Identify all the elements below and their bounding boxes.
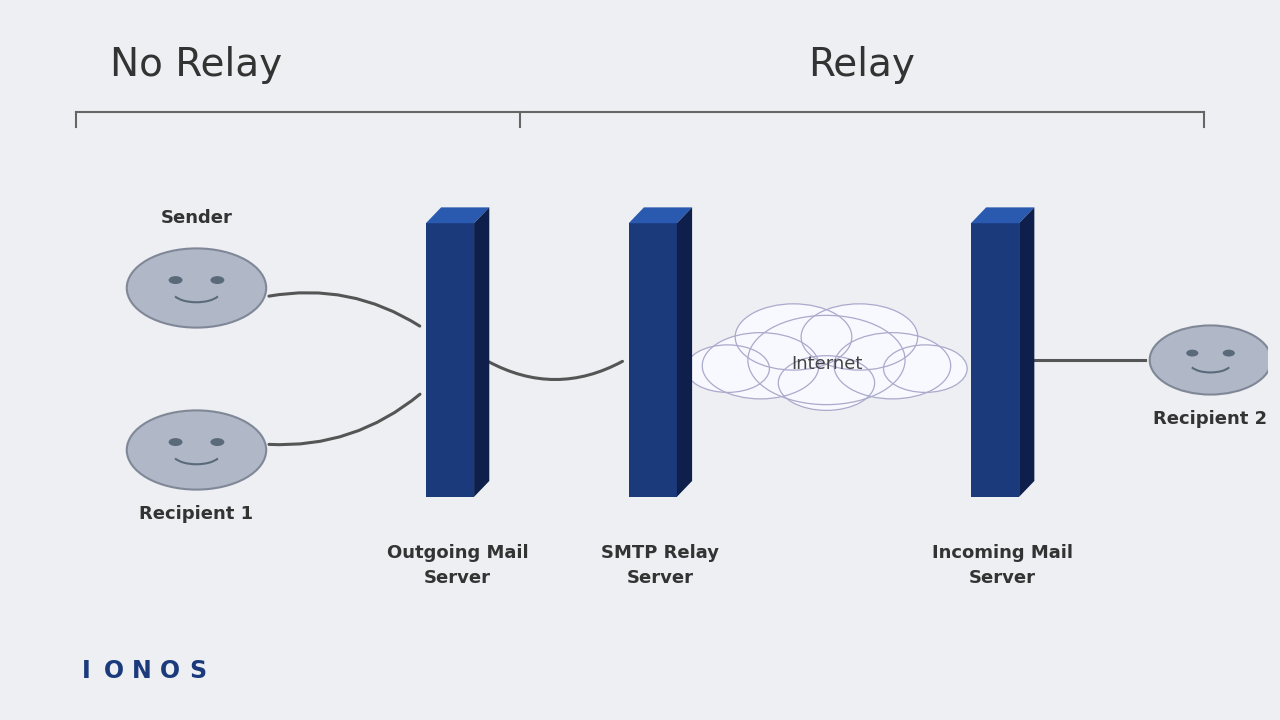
Polygon shape [1019, 207, 1034, 497]
Circle shape [883, 345, 968, 392]
Text: O: O [160, 659, 180, 683]
Polygon shape [628, 223, 677, 497]
Circle shape [1222, 350, 1235, 356]
Text: O: O [104, 659, 124, 683]
Text: Incoming Mail
Server: Incoming Mail Server [932, 544, 1073, 587]
Circle shape [748, 315, 905, 405]
Polygon shape [972, 223, 1019, 497]
Text: Recipient 2: Recipient 2 [1153, 410, 1267, 428]
Circle shape [735, 304, 851, 370]
Circle shape [801, 304, 918, 370]
Text: I: I [82, 659, 91, 683]
Text: Internet: Internet [791, 356, 863, 374]
Circle shape [1187, 350, 1198, 356]
Circle shape [127, 248, 266, 328]
Circle shape [169, 276, 183, 284]
Circle shape [1149, 325, 1271, 395]
Text: N: N [132, 659, 152, 683]
Circle shape [703, 333, 819, 399]
Circle shape [169, 438, 183, 446]
Circle shape [778, 356, 874, 410]
Text: No Relay: No Relay [110, 46, 283, 84]
Circle shape [835, 333, 951, 399]
Circle shape [686, 345, 769, 392]
Polygon shape [677, 207, 692, 497]
Circle shape [127, 410, 266, 490]
Polygon shape [972, 207, 1034, 223]
Text: Recipient 1: Recipient 1 [140, 505, 253, 523]
Text: Outgoing Mail
Server: Outgoing Mail Server [387, 544, 529, 587]
Polygon shape [426, 207, 489, 223]
Polygon shape [426, 223, 474, 497]
Text: S: S [189, 659, 206, 683]
Polygon shape [628, 207, 692, 223]
Text: Sender: Sender [160, 209, 233, 227]
Polygon shape [474, 207, 489, 497]
Text: Relay: Relay [809, 46, 915, 84]
Circle shape [210, 438, 224, 446]
Circle shape [210, 276, 224, 284]
Text: SMTP Relay
Server: SMTP Relay Server [602, 544, 719, 587]
